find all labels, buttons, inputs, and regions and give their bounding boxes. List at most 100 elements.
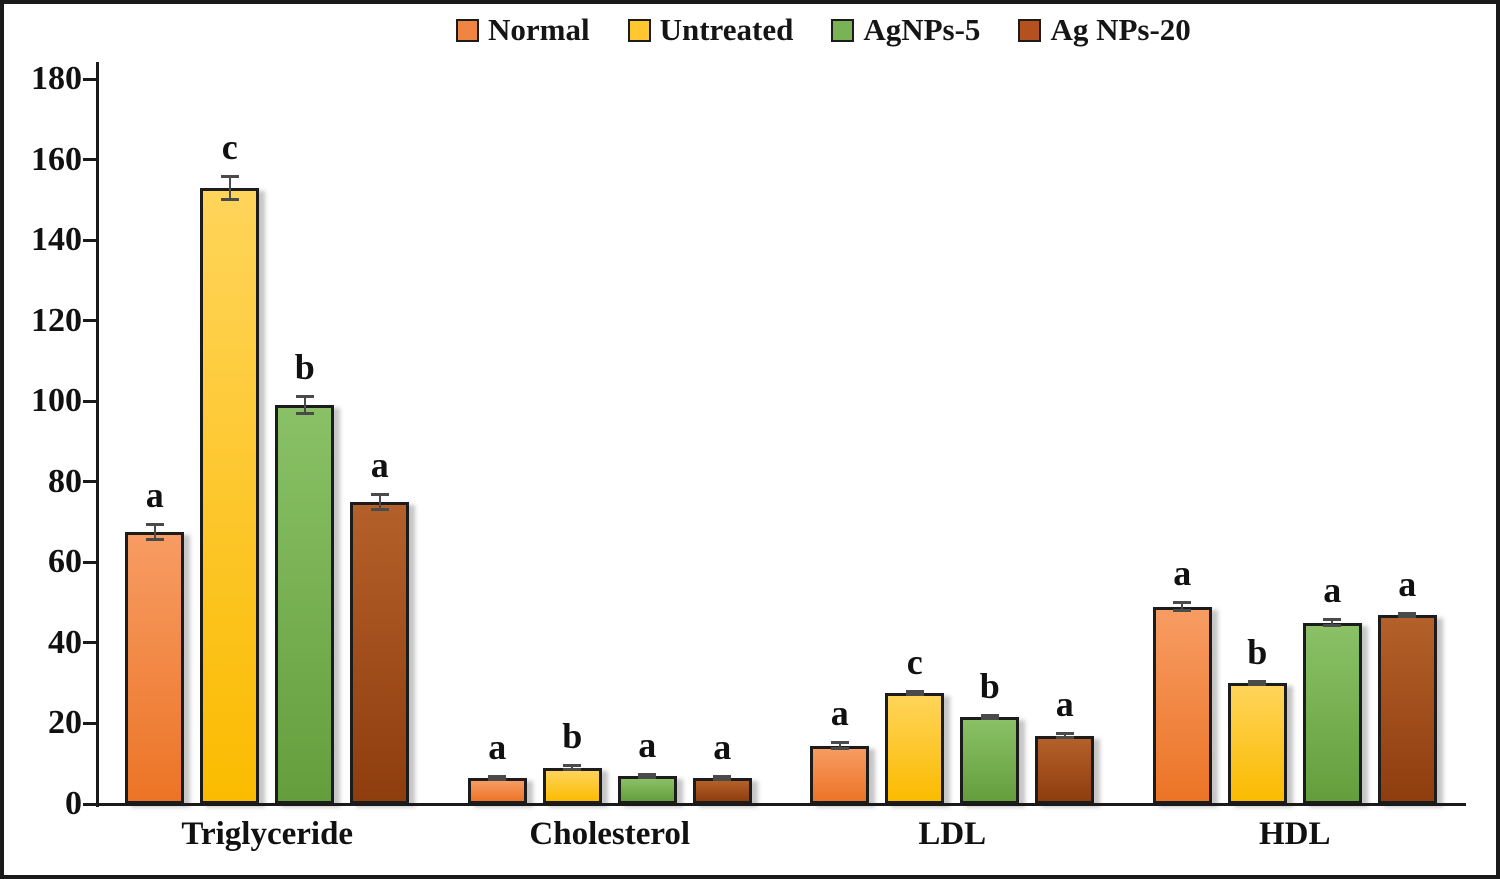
bar-normal-triglyceride: [125, 532, 185, 804]
legend-swatch-icon: [456, 18, 479, 42]
error-bar-cap-bottom: [145, 538, 164, 542]
legend-item-ag-nps-20: Ag NPs-20: [1018, 12, 1191, 48]
error-bar-cap-top: [980, 714, 999, 718]
error-bar-cap-bottom: [905, 693, 924, 697]
y-axis-tick-label: 100: [31, 382, 82, 420]
error-bar-line: [571, 765, 574, 771]
significance-letter: a: [638, 724, 657, 765]
error-bar-line: [1406, 612, 1409, 617]
error-bar-line: [721, 775, 724, 780]
y-axis-tick: [83, 560, 98, 564]
error-bar-cap-top: [1398, 611, 1417, 615]
error-bar-cap-top: [145, 523, 164, 527]
bar-ag-nps-20-triglyceride: [350, 501, 410, 804]
y-axis-tick: [83, 158, 98, 162]
error-bar-cap-bottom: [638, 775, 657, 779]
significance-letter: a: [488, 726, 507, 767]
bar-untreated-hdl: [1227, 683, 1287, 804]
error-bar-line: [153, 524, 156, 541]
y-axis-tick: [83, 77, 98, 81]
error-bar-cap-bottom: [1398, 614, 1417, 618]
error-bar-line: [1063, 733, 1066, 738]
error-bar-cap-top: [488, 774, 507, 778]
bar-agnps-5-ldl: [960, 717, 1020, 804]
y-axis-tick-label: 180: [31, 60, 82, 97]
error-bar-line: [913, 691, 916, 696]
significance-letter: a: [713, 726, 732, 767]
error-bar-cap-bottom: [370, 507, 389, 511]
error-bar-line: [496, 775, 499, 780]
error-bar-cap-top: [220, 174, 239, 178]
error-bar-cap-top: [905, 690, 924, 694]
significance-letter: c: [906, 642, 923, 683]
legend-label: Untreated: [659, 12, 794, 47]
error-bar-cap-bottom: [713, 777, 732, 781]
y-axis-tick: [83, 802, 98, 806]
legend-label: Ag NPs-20: [1050, 12, 1191, 47]
error-bar-line: [646, 773, 649, 778]
significance-letter: a: [1323, 570, 1342, 611]
error-bar-line: [1181, 601, 1184, 612]
significance-letter: a: [145, 475, 164, 516]
bar-agnps-5-hdl: [1302, 622, 1362, 804]
error-bar-cap-bottom: [295, 412, 314, 416]
legend-item-agnps-5: AgNPs-5: [831, 12, 980, 48]
error-bar-cap-top: [563, 764, 582, 768]
y-axis-tick-label: 80: [48, 462, 82, 500]
significance-letter: b: [979, 666, 1000, 707]
legend: Normal Untreated AgNPs-5 Ag NPs-20: [456, 12, 1191, 48]
bar-normal-hdl: [1152, 606, 1212, 804]
significance-letter: a: [1055, 684, 1074, 725]
significance-letter: b: [1247, 632, 1268, 673]
y-axis-tick: [83, 721, 98, 725]
significance-letter: b: [562, 716, 583, 757]
error-bar-cap-top: [295, 395, 314, 399]
y-axis-tick: [83, 238, 98, 242]
y-axis-tick-label: 120: [31, 301, 82, 339]
significance-letter: a: [830, 693, 849, 734]
y-axis-tick-label: 0: [65, 785, 82, 822]
error-bar-line: [303, 396, 306, 415]
error-bar-cap-bottom: [980, 717, 999, 721]
significance-letter: a: [1398, 563, 1417, 604]
legend-label: AgNPs-5: [863, 12, 981, 47]
bar-agnps-5-triglyceride: [275, 405, 335, 804]
error-bar-cap-bottom: [220, 197, 239, 201]
bar-agnps-5-cholesterol: [617, 775, 677, 804]
error-bar-cap-top: [370, 492, 389, 496]
y-axis-tick-label: 60: [48, 543, 82, 581]
error-bar-line: [228, 175, 231, 200]
error-bar-cap-bottom: [1173, 609, 1192, 613]
bar-normal-ldl: [810, 745, 870, 804]
y-axis-tick: [83, 319, 98, 323]
bar-untreated-ldl: [885, 693, 945, 804]
bar-ag-nps-20-hdl: [1377, 614, 1437, 804]
y-axis-tick: [83, 480, 98, 484]
legend-swatch-icon: [1018, 18, 1042, 42]
bar-ag-nps-20-ldl: [1035, 735, 1095, 804]
significance-letter: b: [294, 347, 315, 388]
y-axis-tick: [83, 641, 98, 645]
error-bar-line: [1256, 681, 1259, 686]
error-bar-cap-top: [638, 772, 657, 776]
significance-letter: a: [370, 444, 389, 485]
error-bar-line: [988, 715, 991, 720]
bar-untreated-triglyceride: [200, 187, 260, 804]
significance-letter: a: [1173, 552, 1192, 593]
y-axis-tick: [83, 399, 98, 403]
y-axis-tick-label: 140: [31, 221, 82, 259]
y-axis-tick-label: 20: [48, 704, 82, 742]
legend-swatch-icon: [627, 18, 651, 42]
x-axis-line: [96, 803, 1466, 806]
bar-untreated-cholesterol: [542, 767, 602, 804]
x-category-label: Cholesterol: [529, 816, 691, 852]
y-axis-tick-label: 160: [31, 140, 82, 178]
x-category-label: HDL: [1258, 816, 1331, 852]
legend-item-untreated: Untreated: [627, 12, 794, 48]
error-bar-cap-bottom: [830, 746, 849, 750]
error-bar-cap-bottom: [1323, 624, 1342, 628]
legend-label: Normal: [488, 12, 590, 47]
error-bar-cap-top: [1173, 600, 1192, 604]
error-bar-cap-top: [1323, 618, 1342, 622]
